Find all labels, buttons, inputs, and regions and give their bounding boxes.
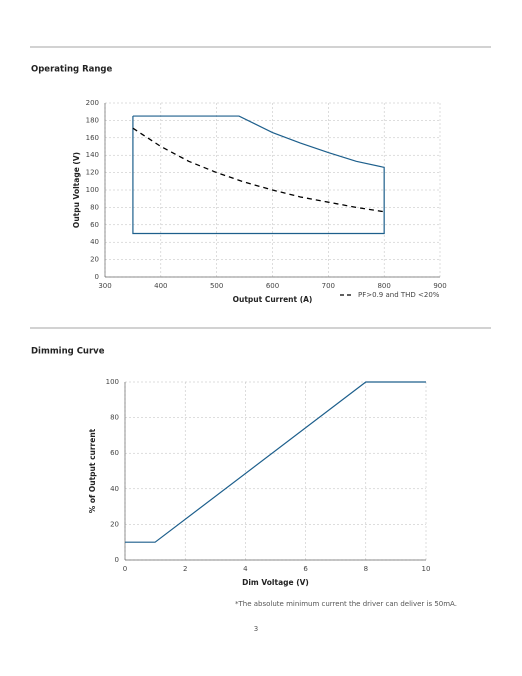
y-tick-label: 60 xyxy=(110,449,119,457)
heading: Operating Range xyxy=(31,65,112,75)
y-tick-label: 200 xyxy=(86,99,99,107)
series-line xyxy=(132,127,385,213)
x-tick-label: 800 xyxy=(377,282,390,290)
x-tick-label: 10 xyxy=(422,565,431,573)
y-tick-label: 40 xyxy=(90,238,99,246)
y-tick-label: 80 xyxy=(90,203,99,211)
y-tick-label: 20 xyxy=(110,520,119,528)
y-tick-label: 40 xyxy=(110,485,119,493)
legend-label: PF>0.9 and THD <20% xyxy=(358,291,440,299)
y-tick-label: 0 xyxy=(95,273,99,281)
heading: Dimming Curve xyxy=(31,347,105,357)
series-line xyxy=(125,381,426,543)
y-tick-label: 160 xyxy=(86,134,99,142)
series-line xyxy=(132,115,385,235)
y-tick-label: 120 xyxy=(86,169,99,177)
x-tick-label: 6 xyxy=(303,565,308,573)
y-tick-label: 60 xyxy=(90,221,99,229)
x-tick-label: 600 xyxy=(266,282,279,290)
footnote: *The absolute minimum current the driver… xyxy=(235,600,457,608)
y-axis-label: Outpu Voltage (V) xyxy=(72,152,81,228)
page-number: 3 xyxy=(254,625,258,633)
y-tick-label: 0 xyxy=(115,556,119,564)
x-tick-label: 4 xyxy=(243,565,248,573)
x-tick-label: 2 xyxy=(183,565,187,573)
x-axis-label: Dim Voltage (V) xyxy=(242,578,309,587)
x-tick-label: 500 xyxy=(210,282,223,290)
y-tick-label: 100 xyxy=(106,378,119,386)
y-tick-label: 180 xyxy=(86,116,99,124)
y-tick-label: 20 xyxy=(90,256,99,264)
y-axis-label: % of Output current xyxy=(88,428,97,513)
x-axis-label: Output Current (A) xyxy=(233,295,313,304)
x-tick-label: 300 xyxy=(98,282,111,290)
x-tick-label: 400 xyxy=(154,282,167,290)
x-tick-label: 700 xyxy=(322,282,335,290)
y-tick-label: 100 xyxy=(86,186,99,194)
x-tick-label: 0 xyxy=(123,565,127,573)
x-tick-label: 8 xyxy=(364,565,368,573)
x-tick-label: 900 xyxy=(433,282,446,290)
y-tick-label: 80 xyxy=(110,414,119,422)
y-tick-label: 140 xyxy=(86,151,99,159)
